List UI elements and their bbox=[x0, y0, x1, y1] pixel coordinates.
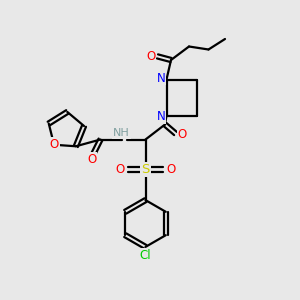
Text: N: N bbox=[157, 110, 166, 124]
Text: N: N bbox=[157, 71, 166, 85]
Text: O: O bbox=[116, 163, 124, 176]
Text: S: S bbox=[141, 163, 150, 176]
Text: O: O bbox=[87, 153, 96, 167]
Text: Cl: Cl bbox=[140, 249, 151, 262]
Text: O: O bbox=[146, 50, 155, 63]
Text: NH: NH bbox=[113, 128, 130, 138]
Text: O: O bbox=[178, 128, 187, 142]
Text: O: O bbox=[167, 163, 176, 176]
Text: O: O bbox=[50, 138, 59, 151]
